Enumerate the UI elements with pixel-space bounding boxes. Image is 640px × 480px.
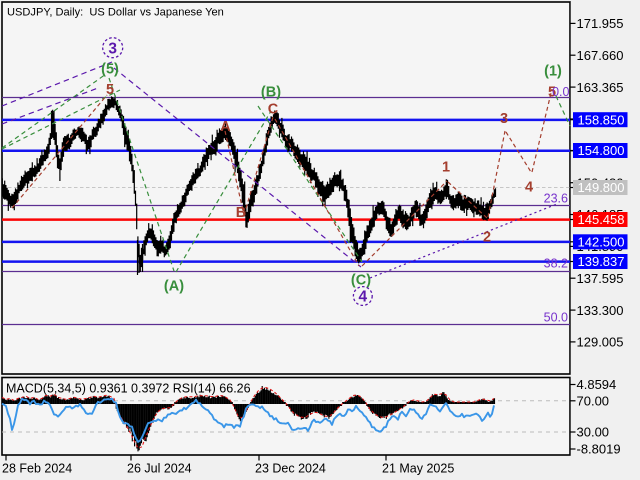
svg-text:A: A	[220, 119, 231, 135]
svg-text:38.2: 38.2	[544, 257, 568, 271]
svg-text:0.0: 0.0	[552, 85, 569, 99]
svg-text:145.458: 145.458	[578, 212, 625, 227]
svg-text:26 Jul 2024: 26 Jul 2024	[127, 462, 192, 476]
svg-text:23 Dec 2024: 23 Dec 2024	[255, 462, 326, 476]
svg-text:(A): (A)	[164, 279, 184, 295]
svg-text:1: 1	[442, 160, 450, 176]
svg-text:137.595: 137.595	[577, 271, 624, 286]
svg-text:5: 5	[548, 85, 556, 101]
svg-text:4: 4	[525, 180, 533, 196]
svg-text:163.365: 163.365	[577, 80, 624, 95]
svg-text:129.005: 129.005	[577, 335, 624, 350]
svg-text:70.00: 70.00	[577, 394, 610, 409]
svg-text:(C): (C)	[351, 273, 371, 289]
svg-text:4: 4	[358, 289, 367, 306]
svg-text:23.6: 23.6	[544, 192, 568, 206]
svg-text:167.660: 167.660	[577, 48, 624, 63]
svg-text:154.800: 154.800	[578, 143, 625, 158]
svg-text:-8.8019: -8.8019	[577, 442, 621, 457]
svg-text:(B): (B)	[261, 85, 281, 101]
svg-text:4.8594: 4.8594	[577, 377, 617, 392]
svg-text:149.800: 149.800	[578, 180, 625, 195]
svg-text:171.955: 171.955	[577, 16, 624, 31]
svg-text:B: B	[236, 205, 246, 221]
svg-text:139.837: 139.837	[578, 254, 625, 269]
svg-text:28 Feb 2024: 28 Feb 2024	[2, 462, 72, 476]
svg-text:133.300: 133.300	[577, 303, 624, 318]
svg-text:C: C	[268, 102, 279, 118]
svg-text:158.850: 158.850	[578, 112, 625, 127]
svg-text:5: 5	[106, 82, 114, 98]
svg-text:50.0: 50.0	[544, 311, 568, 325]
svg-text:(5): (5)	[101, 62, 119, 78]
svg-text:21 May 2025: 21 May 2025	[382, 462, 454, 476]
svg-text:MACD(5,34,5) 0.9361 0.3972 RSI: MACD(5,34,5) 0.9361 0.3972 RSI(14) 66.26	[6, 382, 251, 396]
svg-text:2: 2	[483, 230, 491, 246]
svg-text:30.00: 30.00	[577, 425, 610, 440]
svg-text:(1): (1)	[544, 64, 562, 80]
svg-text:USDJPY, Daily: US Dollar vs J: USDJPY, Daily: US Dollar vs Japanese Yen	[7, 7, 224, 19]
svg-text:3: 3	[500, 111, 508, 127]
svg-text:3: 3	[108, 41, 117, 58]
svg-text:142.500: 142.500	[578, 235, 625, 250]
